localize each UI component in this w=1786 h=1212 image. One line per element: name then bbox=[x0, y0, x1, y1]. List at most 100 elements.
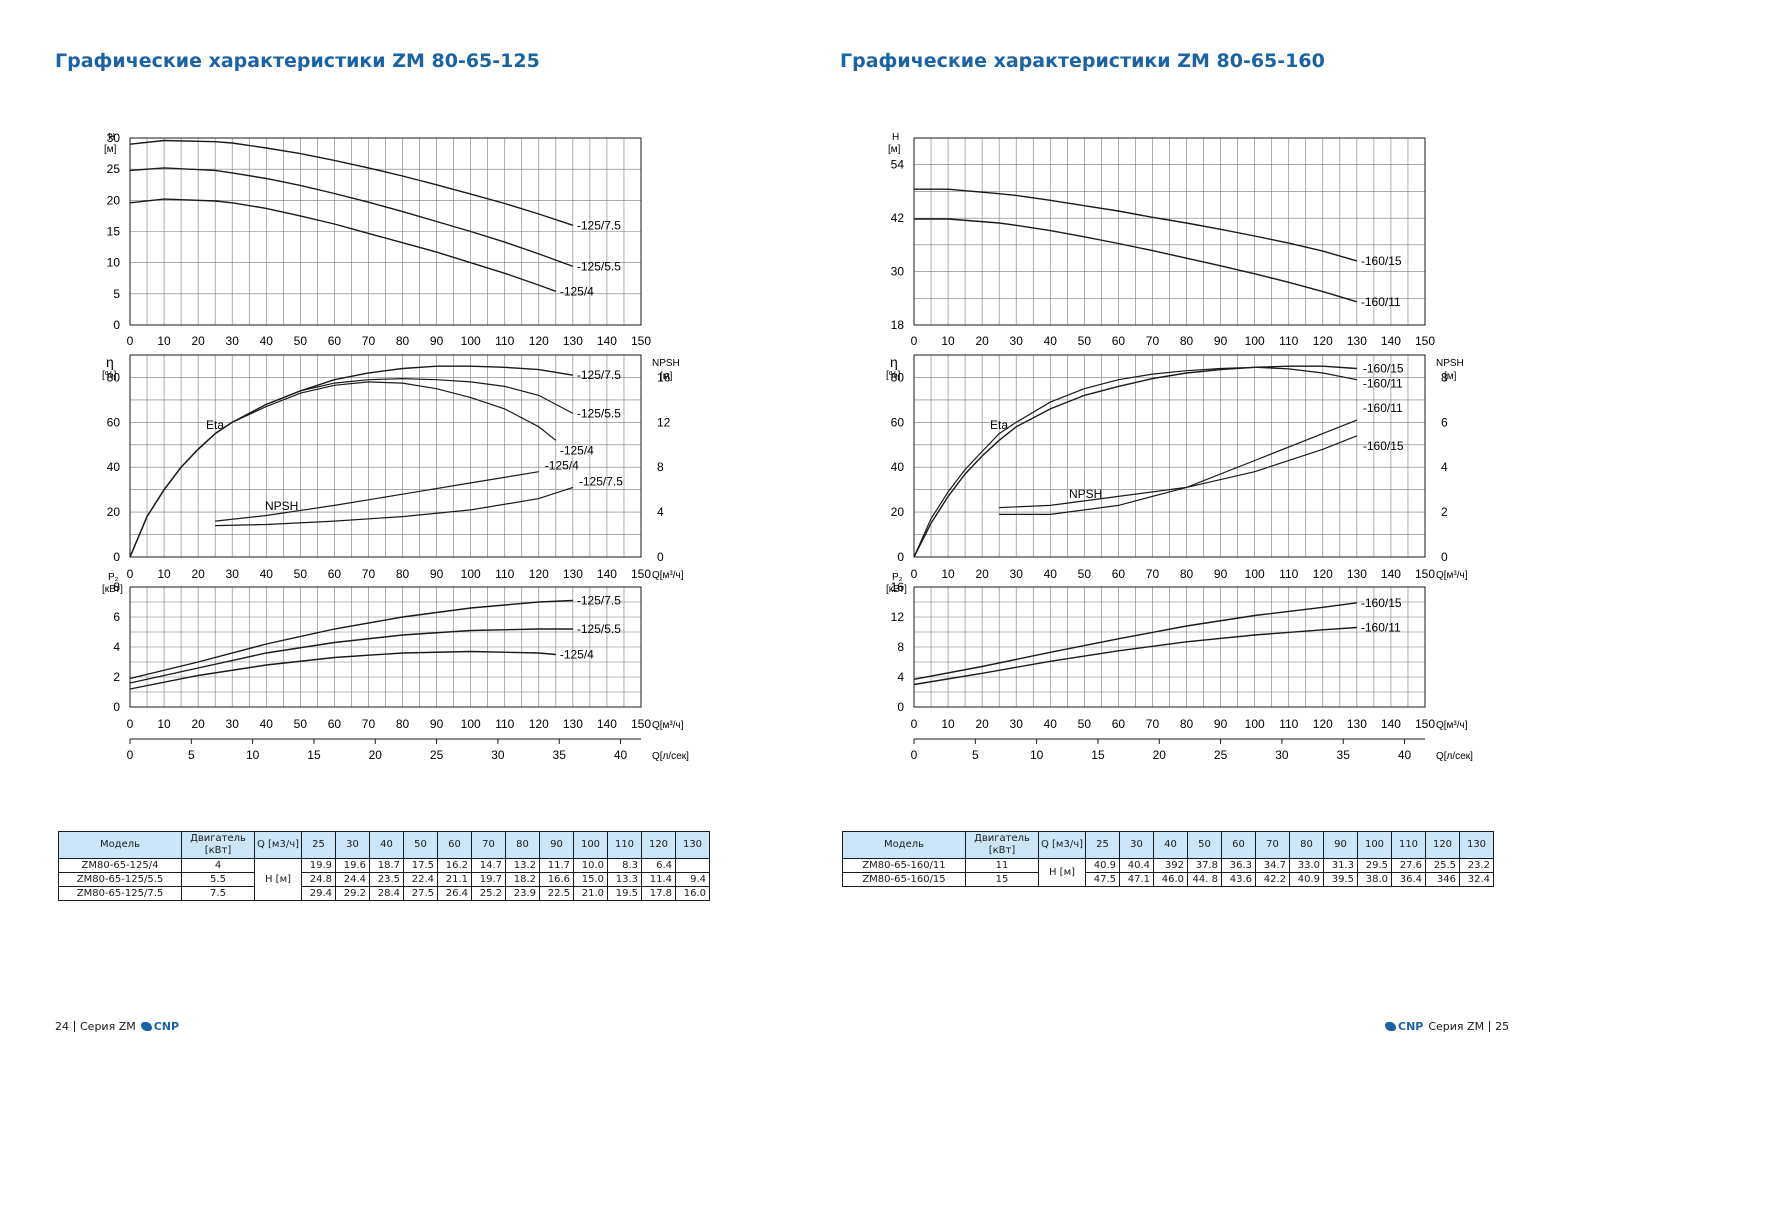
axis-label: H bbox=[108, 132, 115, 143]
x-tick-label: 110 bbox=[1279, 717, 1298, 731]
series-label: -160/15 bbox=[1363, 439, 1404, 453]
x2-tick-label: 5 bbox=[188, 748, 195, 762]
y-tick-label: 40 bbox=[891, 460, 905, 474]
x-tick-label: 110 bbox=[495, 334, 514, 348]
value-cell: 6.4 bbox=[641, 858, 676, 873]
axis-label: H bbox=[892, 132, 899, 143]
x-tick-label: 30 bbox=[226, 567, 240, 581]
value-cell: 392 bbox=[1153, 858, 1188, 873]
x2-tick-label: 20 bbox=[369, 748, 383, 762]
col-motor: Двигатель [кВт] bbox=[965, 831, 1039, 859]
x-tick-label: 50 bbox=[294, 334, 308, 348]
value-cell: 39.5 bbox=[1323, 872, 1358, 887]
value-cell: 23.5 bbox=[369, 872, 404, 887]
value-cell: 18.2 bbox=[505, 872, 540, 887]
col-q-value: 110 bbox=[607, 831, 642, 859]
value-cell: 29.5 bbox=[1357, 858, 1392, 873]
col-q-value: 60 bbox=[437, 831, 472, 859]
curve-npsh bbox=[215, 486, 574, 527]
value-cell: 23.2 bbox=[1459, 858, 1494, 873]
x2-tick-label: 25 bbox=[1214, 748, 1228, 762]
series-label: -125/4 bbox=[545, 459, 579, 473]
table-row: ZM80-65-160/15 15 47.5 47.1 46.0 44. 8 4… bbox=[842, 872, 1494, 887]
value-cell: 40.9 bbox=[1085, 858, 1120, 873]
x-tick-label: 40 bbox=[260, 717, 274, 731]
x-tick-label: 40 bbox=[260, 567, 274, 581]
model-cell: ZM80-65-160/11 bbox=[842, 858, 966, 873]
x-tick-label: 90 bbox=[1214, 717, 1228, 731]
x-tick-label: 120 bbox=[1313, 334, 1333, 348]
x-tick-label: 60 bbox=[328, 567, 342, 581]
value-cell: 9.4 bbox=[675, 872, 710, 887]
page-number: 25 bbox=[1495, 1020, 1510, 1033]
curve-efficiency bbox=[129, 381, 557, 558]
x-tick-label: 150 bbox=[1415, 567, 1435, 581]
y-tick-label: 12 bbox=[891, 610, 905, 624]
cnp-logo-icon bbox=[140, 1022, 152, 1031]
y-tick-label: 15 bbox=[107, 225, 121, 239]
y-tick-label: 8 bbox=[897, 640, 904, 654]
x-tick-label: 90 bbox=[1214, 567, 1228, 581]
x2-tick-label: 35 bbox=[553, 748, 567, 762]
x-tick-label: 50 bbox=[1078, 567, 1092, 581]
plot-frame bbox=[129, 137, 642, 326]
curve-power bbox=[913, 602, 1357, 680]
footer-left: 24 Серия ZM CNP bbox=[55, 1020, 179, 1033]
y-tick-label: 25 bbox=[107, 162, 121, 176]
col-q-value: 130 bbox=[1459, 831, 1494, 859]
x2-tick-label: 10 bbox=[246, 748, 260, 762]
col-q-value: 110 bbox=[1391, 831, 1426, 859]
x2-tick-label: 0 bbox=[911, 748, 918, 762]
cnp-logo-icon bbox=[1385, 1022, 1396, 1031]
value-cell: 19.6 bbox=[335, 858, 370, 873]
axis-label: [м] bbox=[104, 144, 117, 155]
plot-frame bbox=[913, 354, 1426, 558]
x-tick-label: 120 bbox=[1313, 567, 1333, 581]
x-tick-label: 90 bbox=[1214, 334, 1228, 348]
x-tick-label: 10 bbox=[157, 334, 171, 348]
x2-tick-label: 25 bbox=[430, 748, 444, 762]
eta-annotation: Eta bbox=[206, 418, 224, 432]
x-tick-label: 30 bbox=[226, 717, 240, 731]
col-q-value: 30 bbox=[1119, 831, 1154, 859]
series-label: -125/5.5 bbox=[577, 259, 621, 273]
x-tick-label: 60 bbox=[1112, 717, 1126, 731]
series-label: -160/11 bbox=[1361, 295, 1401, 309]
h-label-cell: H [м] bbox=[1038, 858, 1086, 887]
y-tick-label: 10 bbox=[107, 256, 121, 270]
page-number: 24 bbox=[55, 1020, 69, 1033]
y2-tick-label: 2 bbox=[1441, 505, 1448, 519]
x-tick-label: 120 bbox=[1313, 717, 1333, 731]
value-cell: 25.2 bbox=[471, 886, 506, 901]
eta-annotation: Eta bbox=[990, 418, 1008, 432]
x2-tick-label: 40 bbox=[614, 748, 628, 762]
x-tick-label: 60 bbox=[328, 717, 342, 731]
value-cell: 16.0 bbox=[675, 886, 710, 901]
value-cell: 38.0 bbox=[1357, 872, 1392, 887]
value-cell: 32.4 bbox=[1459, 872, 1494, 887]
y-tick-label: 80 bbox=[891, 370, 905, 384]
value-cell: 36.3 bbox=[1221, 858, 1256, 873]
npsh-annotation: NPSH bbox=[1069, 487, 1102, 501]
series-label: -125/4 bbox=[560, 648, 594, 662]
axis-label: [м] bbox=[888, 144, 901, 155]
value-cell: 10.0 bbox=[573, 858, 608, 873]
col-q-value: 100 bbox=[573, 831, 608, 859]
x-tick-label: 20 bbox=[191, 717, 205, 731]
curve-power bbox=[913, 626, 1357, 686]
curve-efficiency bbox=[913, 366, 1358, 558]
y2-tick-label: 0 bbox=[657, 550, 664, 564]
plot-frame bbox=[129, 354, 642, 558]
value-cell: 40.4 bbox=[1119, 858, 1154, 873]
axis-label: Q[м³/ч] bbox=[652, 720, 684, 731]
x-tick-label: 10 bbox=[157, 567, 171, 581]
y-tick-label: 4 bbox=[113, 640, 120, 654]
value-cell: 21.1 bbox=[437, 872, 472, 887]
curve-power bbox=[129, 599, 573, 680]
y-tick-label: 30 bbox=[107, 131, 121, 145]
x-tick-label: 30 bbox=[1010, 334, 1024, 348]
x-tick-label: 90 bbox=[430, 567, 444, 581]
col-q-value: 90 bbox=[539, 831, 574, 859]
x-tick-label: 20 bbox=[975, 567, 989, 581]
y-tick-label: 20 bbox=[107, 505, 121, 519]
